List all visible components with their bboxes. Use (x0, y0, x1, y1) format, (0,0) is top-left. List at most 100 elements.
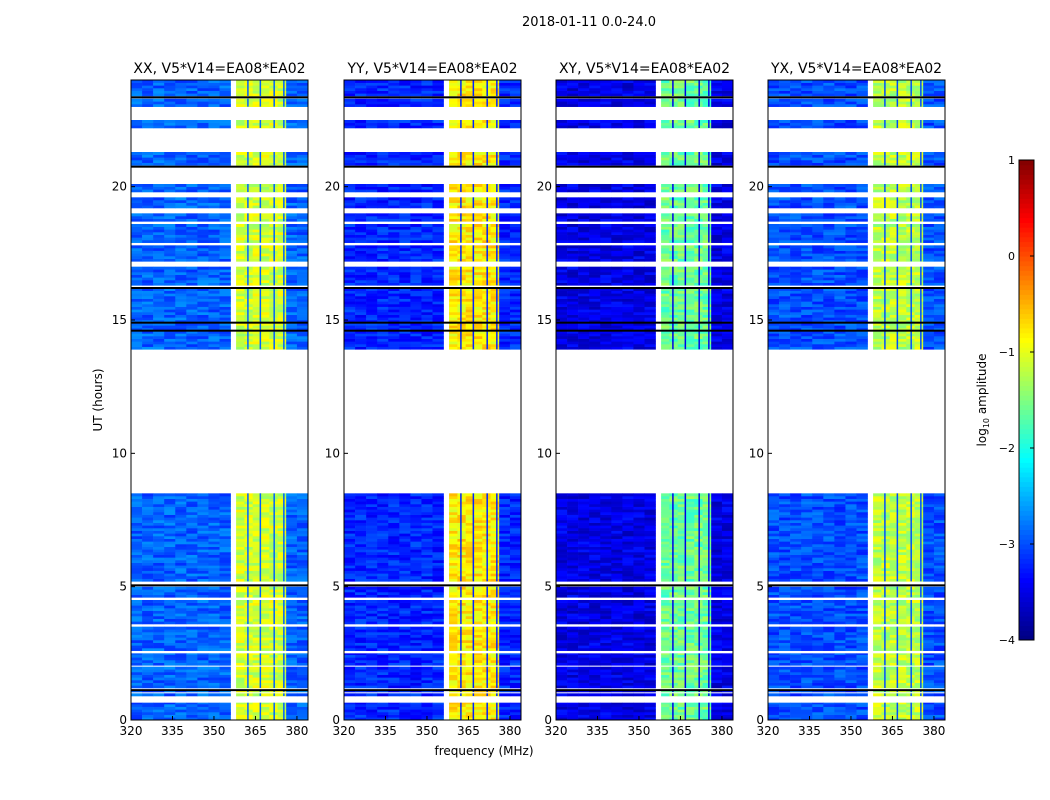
band-cell (244, 288, 253, 291)
data-cell (388, 506, 400, 510)
data-cell (142, 88, 154, 91)
data-cell (219, 344, 231, 347)
band-cell (260, 184, 270, 187)
flagged-row (131, 321, 308, 324)
data-cell (432, 576, 444, 579)
band-cell (244, 184, 253, 187)
band-cell (260, 552, 270, 555)
data-cell (131, 600, 143, 603)
band-cell (236, 496, 245, 499)
band-cell (244, 290, 253, 294)
band-cell (465, 626, 475, 630)
band-cell (465, 549, 475, 553)
data-cell (509, 157, 522, 161)
band-gap-line (486, 600, 488, 624)
data-cell (208, 328, 220, 331)
data-cell (421, 501, 433, 505)
band-cell (260, 536, 270, 539)
data-cell (432, 605, 444, 609)
band-cell (473, 533, 483, 537)
data-cell (186, 533, 198, 537)
data-cell (164, 677, 176, 681)
data-cell (344, 637, 356, 641)
data-cell (175, 621, 187, 625)
band-cell (449, 520, 458, 523)
band-cell (473, 530, 483, 534)
data-cell (142, 328, 154, 331)
data-cell (142, 657, 154, 661)
data-cell (197, 85, 209, 89)
data-cell (142, 189, 154, 193)
band-cell (252, 336, 262, 339)
data-cell (153, 666, 165, 670)
data-cell (296, 669, 309, 673)
band-cell (465, 693, 475, 697)
data-cell (355, 717, 367, 721)
data-cell (366, 645, 378, 649)
band-cell (244, 160, 253, 163)
band-cell (236, 253, 245, 257)
data-cell (296, 125, 309, 129)
band-cell (277, 560, 287, 563)
data-cell (142, 200, 154, 203)
band-cell (490, 293, 500, 297)
data-cell (175, 637, 187, 641)
band-cell (260, 232, 270, 235)
data-cell (388, 344, 400, 347)
data-cell (131, 538, 143, 542)
data-cell (296, 162, 309, 166)
data-cell (197, 693, 209, 697)
band-cell (465, 256, 475, 259)
band-cell (449, 517, 458, 521)
data-cell (153, 80, 165, 83)
data-cell (509, 296, 522, 299)
band-cell (490, 533, 500, 537)
band-cell (244, 317, 253, 321)
data-cell (131, 240, 143, 243)
data-cell (509, 538, 522, 542)
data-cell (175, 546, 187, 550)
data-cell (498, 517, 511, 521)
data-cell (197, 677, 209, 681)
data-cell (377, 157, 389, 161)
data-cell (355, 685, 367, 689)
band-cell (465, 680, 475, 683)
band-cell (457, 205, 466, 209)
data-cell (219, 704, 231, 707)
data-cell (410, 538, 422, 542)
data-cell (296, 250, 309, 254)
data-cell (366, 229, 378, 233)
data-cell (421, 280, 433, 283)
data-cell (153, 608, 165, 611)
data-cell (509, 301, 522, 305)
band-cell (457, 653, 466, 655)
data-cell (296, 498, 309, 502)
data-cell (432, 610, 444, 614)
data-cell (208, 536, 220, 539)
data-cell (142, 157, 154, 161)
band-cell (236, 274, 245, 278)
data-cell (186, 256, 198, 259)
band-gap-line (486, 626, 488, 651)
data-cell (388, 280, 400, 283)
data-cell (388, 594, 400, 598)
band-cell (236, 296, 245, 299)
data-cell (366, 621, 378, 625)
data-cell (296, 560, 309, 563)
band-cell (490, 570, 500, 574)
data-cell (208, 680, 220, 683)
data-cell (296, 685, 309, 689)
data-cell (432, 498, 444, 502)
data-cell (377, 509, 389, 513)
data-cell (421, 662, 433, 666)
data-cell (175, 154, 187, 158)
data-cell (355, 213, 367, 217)
data-cell (142, 677, 154, 681)
band-cell (449, 666, 458, 670)
band-cell (449, 205, 458, 209)
data-cell (219, 634, 231, 638)
band-cell (473, 501, 483, 505)
band-cell (457, 608, 466, 611)
band-cell (277, 229, 287, 233)
data-cell (153, 613, 165, 617)
